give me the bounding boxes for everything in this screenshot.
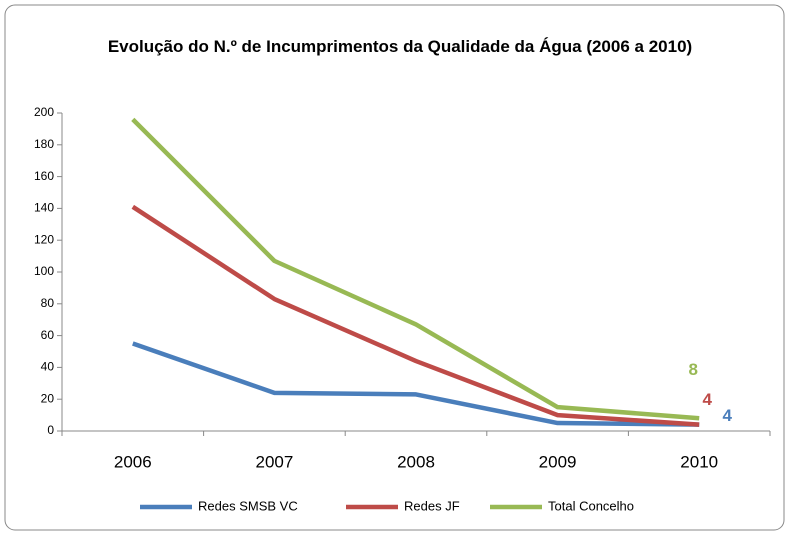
y-tick-label: 120 — [34, 232, 54, 246]
legend-label: Total Concelho — [548, 498, 634, 513]
y-tick-label: 60 — [41, 328, 55, 342]
y-tick-label: 80 — [41, 296, 55, 310]
series-line — [132, 341, 700, 427]
legend-label: Redes JF — [404, 498, 460, 513]
series-line — [131, 204, 700, 427]
chart-title: Evolução do N.º de Incumprimentos da Qua… — [107, 37, 693, 56]
y-tick-label: 20 — [41, 391, 55, 405]
y-tick-label: 40 — [41, 360, 55, 374]
y-tick-label: 180 — [34, 137, 54, 151]
data-label: 4 — [702, 390, 712, 409]
legend-label: Redes SMSB VC — [198, 498, 298, 513]
x-tick-label: 2006 — [114, 452, 152, 471]
series-line — [131, 117, 700, 421]
data-label: 4 — [722, 406, 732, 425]
y-tick-label: 0 — [47, 423, 54, 437]
x-tick-label: 2010 — [680, 452, 718, 471]
y-tick-label: 160 — [34, 169, 54, 183]
y-tick-label: 140 — [34, 201, 54, 215]
data-label: 8 — [688, 360, 697, 379]
y-tick-label: 100 — [34, 264, 54, 278]
x-tick-label: 2008 — [397, 452, 435, 471]
x-tick-label: 2007 — [255, 452, 293, 471]
chart-border — [4, 4, 785, 531]
x-tick-label: 2009 — [539, 452, 577, 471]
y-tick-label: 200 — [34, 105, 54, 119]
